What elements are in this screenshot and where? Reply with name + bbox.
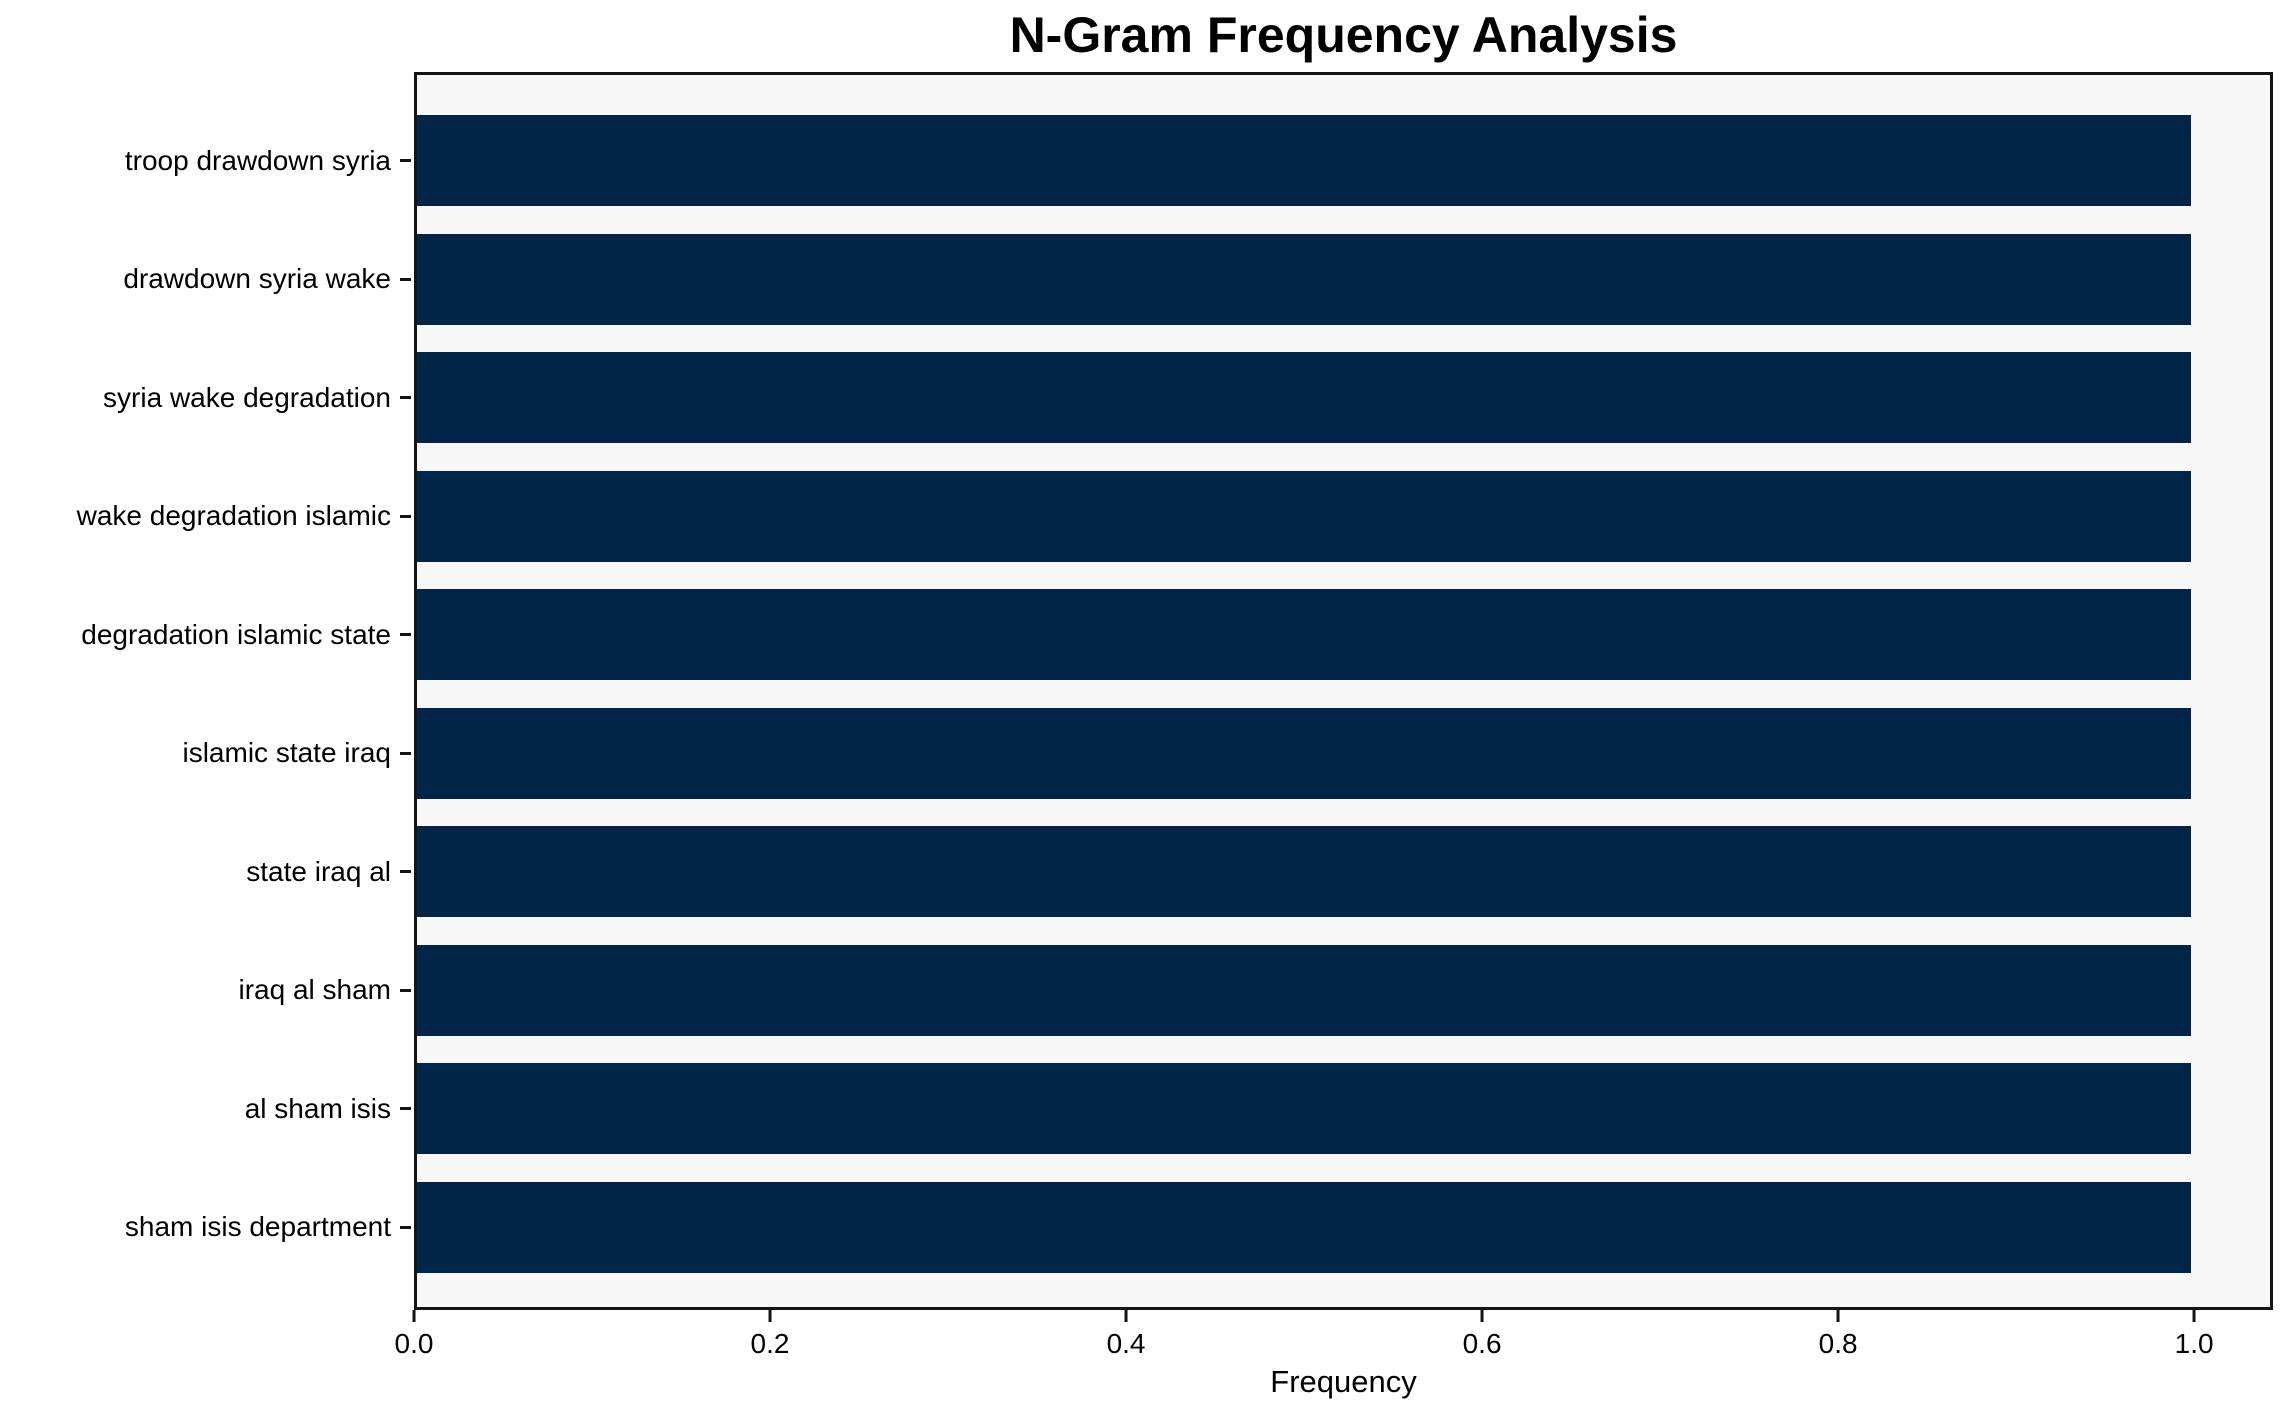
x-tick-mark: [1836, 1310, 1840, 1322]
y-tick-mark: [400, 751, 411, 755]
y-tick-row: degradation islamic state: [0, 589, 411, 680]
x-tick-label: 0.4: [1106, 1328, 1146, 1359]
x-tick: 0.8: [1819, 1310, 1858, 1360]
bar-series: [417, 75, 2270, 1307]
bar: [417, 470, 2192, 562]
y-tick-row: wake degradation islamic: [0, 471, 411, 562]
x-axis-title: Frequency: [1270, 1364, 1417, 1399]
x-tick: 0.0: [394, 1310, 434, 1360]
bar: [417, 352, 2192, 444]
chart-title: N-Gram Frequency Analysis: [1009, 7, 1678, 63]
y-tick-mark: [400, 870, 411, 874]
bar: [417, 944, 2192, 1036]
bar: [417, 707, 2192, 799]
y-tick-label: drawdown syria wake: [123, 263, 391, 295]
x-axis: 0.0 0.2 0.4 0.6 0.8 1.0: [395, 1310, 2273, 1370]
y-tick-row: islamic state iraq: [0, 708, 411, 799]
y-tick-mark: [400, 1107, 411, 1111]
y-tick-label: islamic state iraq: [182, 737, 391, 769]
x-tick: 0.2: [750, 1310, 790, 1360]
y-tick-mark: [400, 396, 411, 400]
y-tick-row: state iraq al: [0, 826, 411, 917]
y-tick-mark: [400, 1225, 411, 1229]
y-tick-mark: [400, 633, 411, 637]
y-tick-label: degradation islamic state: [81, 618, 391, 650]
y-tick-mark: [400, 159, 411, 162]
bar: [417, 826, 2192, 918]
y-tick-label: al sham isis: [244, 1092, 391, 1124]
x-tick: 0.6: [1463, 1310, 1502, 1360]
x-tick-label: 0.6: [1462, 1328, 1502, 1359]
y-tick-mark: [400, 988, 411, 992]
x-tick-label: 0.8: [1818, 1328, 1858, 1359]
y-tick-row: syria wake degradation: [0, 352, 411, 443]
x-tick-mark: [1124, 1310, 1128, 1322]
y-tick-row: sham isis department: [0, 1182, 411, 1273]
y-tick-row: drawdown syria wake: [0, 234, 411, 325]
y-tick-mark: [400, 277, 411, 281]
x-tick: 1.0: [2175, 1310, 2214, 1360]
x-tick-mark: [412, 1310, 416, 1322]
x-tick-mark: [1480, 1310, 1484, 1322]
y-axis: troop drawdown syria drawdown syria wake s…: [0, 75, 411, 1307]
bar: [417, 1181, 2192, 1273]
y-tick-mark: [400, 514, 411, 518]
y-tick-label: sham isis department: [124, 1211, 391, 1243]
bar: [417, 589, 2192, 681]
y-tick-label: iraq al sham: [238, 974, 391, 1006]
x-tick-label: 0.0: [394, 1328, 434, 1359]
y-tick-label: troop drawdown syria: [124, 144, 391, 176]
x-tick: 0.4: [1107, 1310, 1146, 1360]
y-tick-row: iraq al sham: [0, 945, 411, 1036]
plot-area: [414, 72, 2273, 1310]
y-tick-label: syria wake degradation: [103, 381, 391, 413]
x-tick-mark: [2192, 1310, 2196, 1322]
x-tick-label: 0.2: [750, 1328, 790, 1359]
x-tick-mark: [768, 1310, 772, 1322]
y-tick-label: wake degradation islamic: [76, 500, 391, 532]
bar: [417, 1063, 2192, 1155]
y-tick-row: al sham isis: [0, 1063, 411, 1154]
bar: [417, 233, 2192, 325]
y-tick-row: troop drawdown syria: [0, 115, 411, 206]
bar: [417, 115, 2192, 206]
x-tick-label: 1.0: [2174, 1328, 2214, 1359]
y-tick-label: state iraq al: [246, 855, 391, 887]
